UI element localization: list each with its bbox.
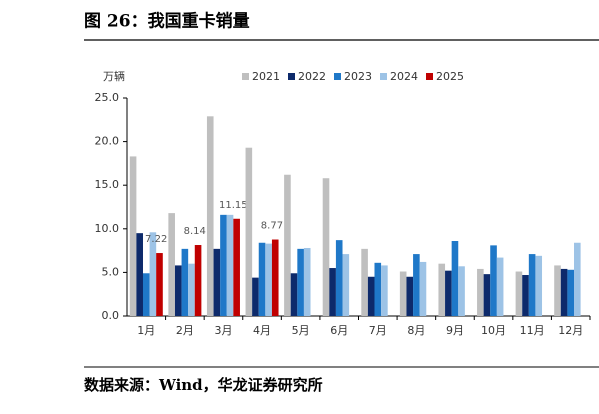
x-tick-label: 6月 xyxy=(330,324,348,337)
bar xyxy=(528,254,536,316)
bar xyxy=(188,263,195,316)
y-axis-unit: 万辆 xyxy=(103,69,125,83)
bar xyxy=(554,265,561,316)
legend-label: 2021 xyxy=(252,70,280,83)
bar xyxy=(284,174,291,316)
x-tick-label: 2月 xyxy=(176,324,194,337)
legend-swatch xyxy=(426,73,433,80)
bar xyxy=(574,242,581,316)
x-tick-label: 8月 xyxy=(407,324,425,337)
y-tick-label: 0.0 xyxy=(102,309,120,322)
bar xyxy=(213,248,221,316)
bar xyxy=(438,263,446,316)
y-tick-label: 15.0 xyxy=(95,178,120,191)
bar xyxy=(374,262,382,316)
bar xyxy=(490,245,497,316)
bar xyxy=(271,239,279,316)
x-tick-label: 10月 xyxy=(481,324,506,337)
data-label: 8.14 xyxy=(184,226,206,237)
bar xyxy=(445,270,452,316)
legend-label: 2023 xyxy=(344,70,372,83)
bar xyxy=(265,243,272,316)
bar xyxy=(399,271,407,316)
bar xyxy=(335,240,343,316)
legend-swatch xyxy=(380,73,387,80)
x-tick-label: 4月 xyxy=(253,324,271,337)
bar xyxy=(156,253,163,316)
legend-swatch xyxy=(242,73,249,80)
bar xyxy=(174,265,182,316)
bar xyxy=(136,233,143,316)
bar xyxy=(419,261,427,316)
x-tick-label: 9月 xyxy=(446,324,464,337)
data-label: 8.77 xyxy=(261,221,283,232)
bar xyxy=(515,271,523,316)
bar xyxy=(342,254,350,316)
bar xyxy=(322,178,330,316)
x-tick-label: 11月 xyxy=(520,324,545,337)
data-label: 11.15 xyxy=(219,200,248,211)
legend-label: 2025 xyxy=(436,70,464,83)
bar xyxy=(329,268,336,316)
data-label: 7.22 xyxy=(145,234,167,245)
bar xyxy=(477,268,484,316)
bar xyxy=(303,247,311,316)
x-tick-label: 3月 xyxy=(214,324,232,337)
bar xyxy=(535,255,543,316)
bar xyxy=(206,116,214,316)
bar xyxy=(522,275,529,316)
legend-label: 2024 xyxy=(390,70,418,83)
bar xyxy=(220,214,227,316)
bar xyxy=(458,266,465,316)
bar xyxy=(496,257,504,316)
bar xyxy=(252,277,259,316)
bar xyxy=(129,156,137,316)
y-tick-label: 25.0 xyxy=(95,91,120,104)
bar xyxy=(245,147,253,316)
source-note: 数据来源：Wind，华龙证券研究所 xyxy=(84,376,323,394)
x-tick-label: 7月 xyxy=(369,324,387,337)
y-tick-label: 10.0 xyxy=(95,222,120,235)
x-tick-label: 1月 xyxy=(137,324,155,337)
bar xyxy=(367,276,375,316)
bar xyxy=(297,248,304,316)
x-tick-label: 12月 xyxy=(558,324,583,337)
x-tick-label: 5月 xyxy=(292,324,310,337)
bar xyxy=(168,213,175,316)
y-tick-label: 5.0 xyxy=(102,265,120,278)
bar xyxy=(451,241,459,316)
bar xyxy=(181,248,189,316)
bar xyxy=(381,265,388,316)
chart-title: 图 26：我国重卡销量 xyxy=(84,11,250,32)
bar xyxy=(560,268,568,316)
bar xyxy=(149,232,157,316)
bar xyxy=(258,242,266,316)
y-tick-label: 20.0 xyxy=(95,135,120,148)
legend-swatch xyxy=(334,73,341,80)
bar xyxy=(483,274,491,316)
bar xyxy=(142,273,150,316)
bar xyxy=(406,276,414,316)
bar xyxy=(290,273,298,316)
bar xyxy=(361,248,368,316)
legend-label: 2022 xyxy=(298,70,326,83)
bar xyxy=(233,218,240,316)
bar xyxy=(194,245,202,316)
bar xyxy=(413,254,420,316)
bar xyxy=(226,214,234,316)
bar xyxy=(567,269,575,316)
legend-swatch xyxy=(288,73,295,80)
